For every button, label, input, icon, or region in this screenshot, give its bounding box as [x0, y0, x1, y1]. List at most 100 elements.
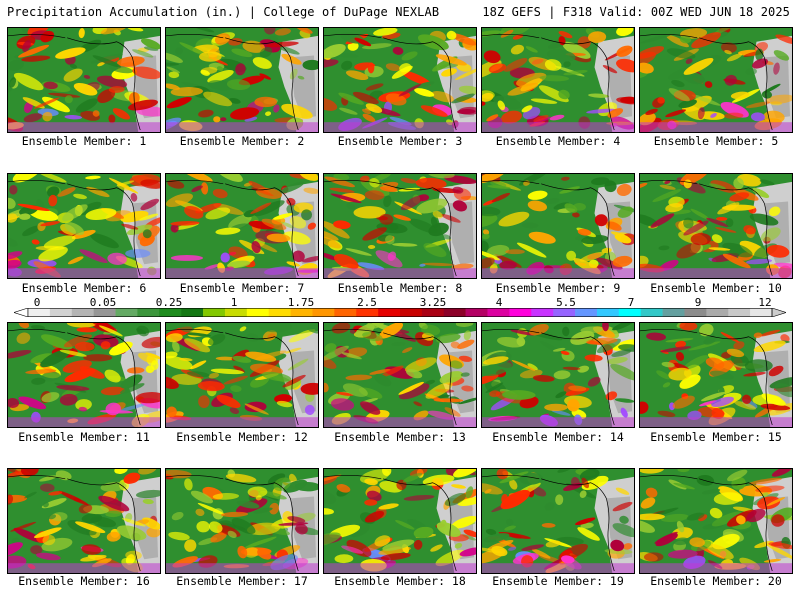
- ensemble-member-label: Ensemble Member: 18: [334, 574, 466, 588]
- colorbar-swatch: [662, 308, 685, 317]
- ensemble-member-map: [7, 173, 161, 279]
- ensemble-member-map: [7, 322, 161, 428]
- colorbar-right-arrow: [771, 308, 786, 317]
- ensemble-member-label: Ensemble Member: 9: [495, 281, 621, 295]
- colorbar: [14, 308, 786, 317]
- precip-map: [166, 469, 318, 573]
- ensemble-member-map: [7, 468, 161, 574]
- colorbar-tick-label: 2.5: [357, 296, 377, 309]
- colorbar-swatch: [596, 308, 620, 317]
- ensemble-member-label: Ensemble Member: 7: [179, 281, 305, 295]
- precip-map: [640, 469, 792, 573]
- ensemble-member-map: [7, 27, 161, 133]
- precip-map: [166, 174, 318, 278]
- ensemble-member-label: Ensemble Member: 12: [176, 430, 308, 444]
- ensemble-member-map: [323, 27, 477, 133]
- colorbar-swatch: [93, 308, 116, 317]
- colorbar-swatch: [268, 308, 291, 317]
- colorbar-swatch: [465, 308, 488, 317]
- run-valid-info: 18Z GEFS | F318 Valid: 00Z WED JUN 18 20…: [482, 5, 790, 19]
- precip-map: [8, 469, 160, 573]
- colorbar-swatch: [49, 308, 73, 317]
- colorbar-swatch: [203, 308, 226, 317]
- colorbar-swatch: [312, 308, 335, 317]
- precip-map: [640, 28, 792, 132]
- ensemble-member-map: [323, 173, 477, 279]
- ensemble-member-label: Ensemble Member: 6: [21, 281, 147, 295]
- colorbar-tick-label: 1.75: [287, 296, 315, 309]
- colorbar-tick-label: 4: [495, 296, 503, 309]
- colorbar-swatch: [443, 308, 466, 317]
- colorbar-swatch: [684, 308, 707, 317]
- ensemble-member-map: [639, 322, 793, 428]
- precip-map: [640, 174, 792, 278]
- precip-map: [324, 174, 476, 278]
- precip-map: [640, 323, 792, 427]
- colorbar-swatch: [224, 308, 248, 317]
- ensemble-member-map: [165, 468, 319, 574]
- ensemble-member-map: [481, 173, 635, 279]
- colorbar-swatch: [421, 308, 445, 317]
- ensemble-member-label: Ensemble Member: 1: [21, 134, 147, 148]
- ensemble-member-label: Ensemble Member: 4: [495, 134, 621, 148]
- ensemble-member-map: [323, 322, 477, 428]
- colorbar-tick-label: 3.25: [419, 296, 447, 309]
- ensemble-member-label: Ensemble Member: 13: [334, 430, 466, 444]
- colorbar-swatch: [115, 308, 138, 317]
- ensemble-member-label: Ensemble Member: 14: [492, 430, 624, 444]
- ensemble-member-label: Ensemble Member: 5: [653, 134, 779, 148]
- precip-map: [324, 469, 476, 573]
- precip-map: [8, 28, 160, 132]
- ensemble-member-map: [323, 468, 477, 574]
- ensemble-member-label: Ensemble Member: 3: [337, 134, 463, 148]
- colorbar-swatch: [640, 308, 663, 317]
- colorbar-swatch: [334, 308, 357, 317]
- colorbar-swatch: [71, 308, 94, 317]
- product-title: Precipitation Accumulation (in.) | Colle…: [7, 5, 440, 19]
- ensemble-member-label: Ensemble Member: 15: [650, 430, 782, 444]
- colorbar-swatch: [487, 308, 510, 317]
- ensemble-member-map: [165, 173, 319, 279]
- precip-map: [324, 323, 476, 427]
- ensemble-member-map: [481, 322, 635, 428]
- colorbar-swatch: [378, 308, 401, 317]
- colorbar-swatch: [706, 308, 729, 317]
- colorbar-swatch: [290, 308, 313, 317]
- colorbar-tick-label: 5.5: [556, 296, 576, 309]
- ensemble-member-label: Ensemble Member: 20: [650, 574, 782, 588]
- precip-map: [166, 323, 318, 427]
- ensemble-member-label: Ensemble Member: 19: [492, 574, 624, 588]
- colorbar-swatch: [509, 308, 532, 317]
- precip-map: [8, 323, 160, 427]
- ensemble-member-label: Ensemble Member: 16: [18, 574, 150, 588]
- colorbar-swatch: [246, 308, 269, 317]
- header: Precipitation Accumulation (in.) | Colle…: [0, 0, 800, 24]
- colorbar-swatch: [159, 308, 182, 317]
- precip-map: [166, 28, 318, 132]
- precip-map: [482, 28, 634, 132]
- colorbar-tick-label: 9: [694, 296, 702, 309]
- colorbar-swatch: [28, 308, 51, 317]
- ensemble-member-map: [481, 27, 635, 133]
- colorbar-swatch: [181, 308, 204, 317]
- colorbar-tick-label: 7: [627, 296, 635, 309]
- colorbar-swatch: [575, 308, 598, 317]
- colorbar-tick-label: 0: [33, 296, 41, 309]
- precip-map: [482, 469, 634, 573]
- ensemble-member-map: [639, 173, 793, 279]
- colorbar-tick-label: 0.05: [89, 296, 117, 309]
- ensemble-member-map: [639, 27, 793, 133]
- precip-map: [482, 323, 634, 427]
- colorbar-swatch: [618, 308, 641, 317]
- colorbar-swatch: [137, 308, 160, 317]
- ensemble-member-map: [165, 27, 319, 133]
- ensemble-member-map: [165, 322, 319, 428]
- colorbar-tick-label: 1: [230, 296, 238, 309]
- colorbar-tick-label: 12: [758, 296, 772, 309]
- precip-map: [482, 174, 634, 278]
- precip-map: [324, 28, 476, 132]
- ensemble-member-label: Ensemble Member: 8: [337, 281, 463, 295]
- ensemble-member-label: Ensemble Member: 2: [179, 134, 305, 148]
- colorbar-swatch: [750, 308, 773, 317]
- precip-map: [8, 174, 160, 278]
